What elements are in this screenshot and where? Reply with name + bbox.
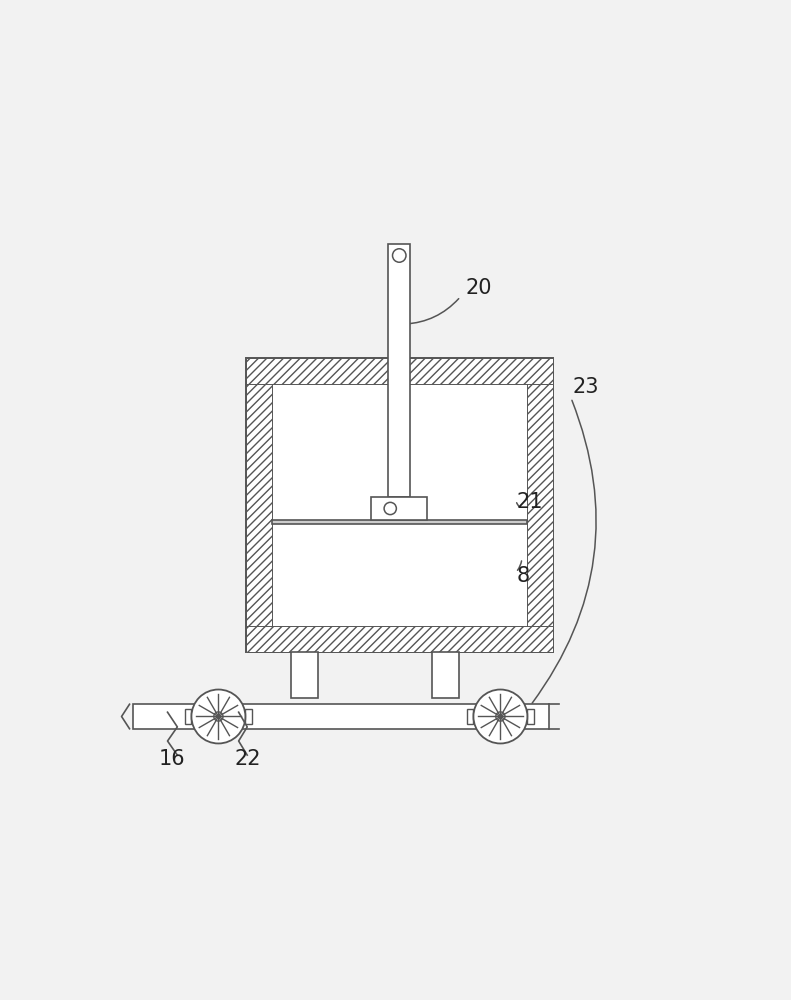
Bar [371,497,427,520]
Bar [388,244,411,497]
Circle shape [474,690,528,743]
Bar [528,709,534,724]
Text: 23: 23 [572,377,599,397]
Circle shape [214,712,223,721]
Bar [246,358,553,384]
Text: 16: 16 [159,749,186,769]
Text: 21: 21 [517,492,543,512]
Circle shape [191,690,245,743]
Bar [246,358,553,652]
Bar [245,709,252,724]
Text: 8: 8 [517,566,530,586]
Bar [291,652,318,698]
Bar [246,358,272,652]
Text: 22: 22 [235,749,262,769]
Circle shape [392,249,406,262]
Bar [432,652,459,698]
Circle shape [496,712,505,721]
Bar [133,704,550,729]
Circle shape [384,502,396,515]
Bar [246,626,553,652]
Bar [185,709,191,724]
Bar [527,358,553,652]
Bar [272,520,527,524]
Text: 20: 20 [465,278,492,298]
Bar [467,709,474,724]
